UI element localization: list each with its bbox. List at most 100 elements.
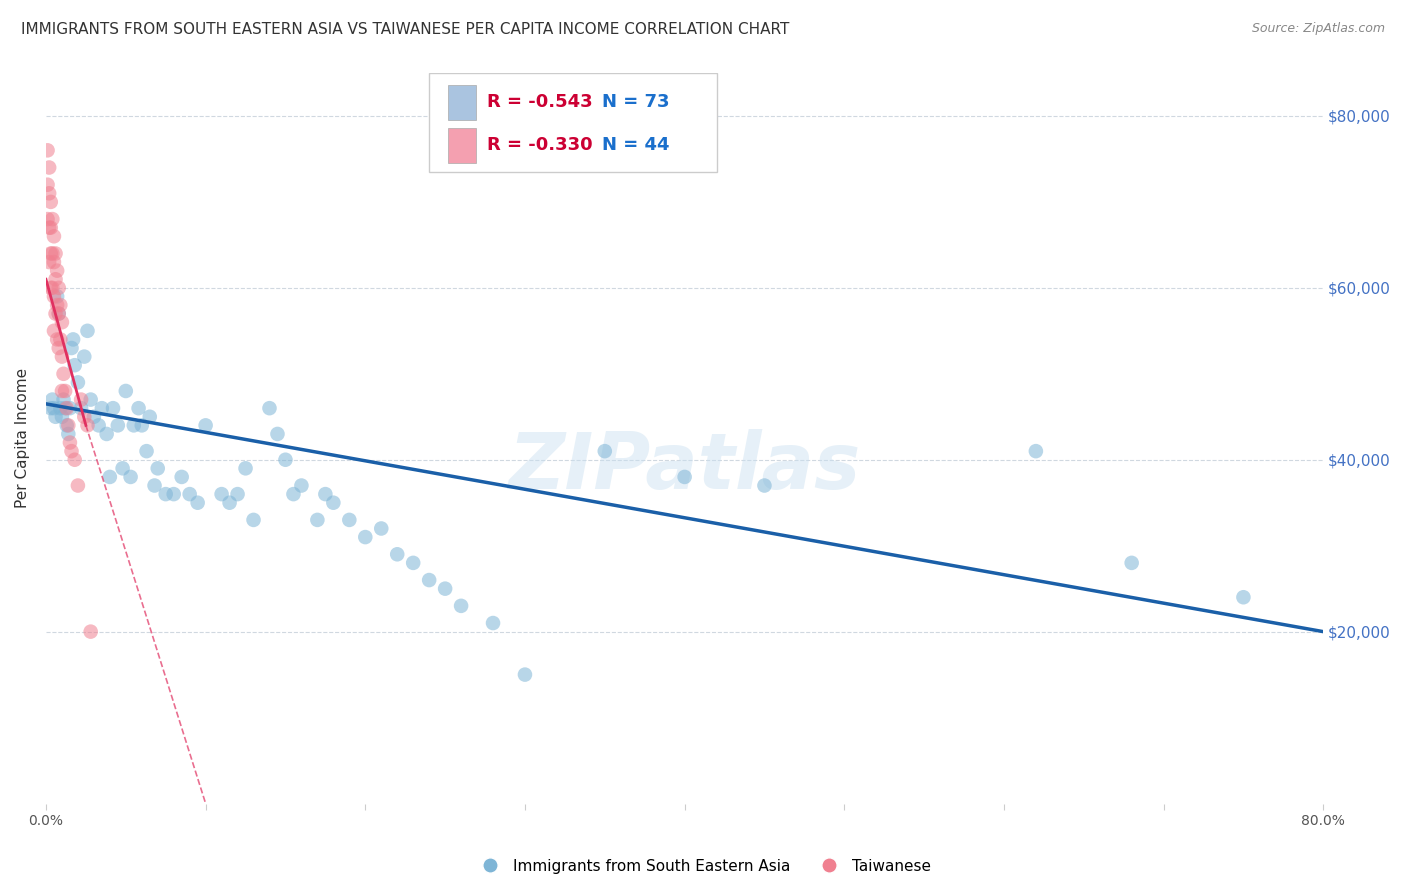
Point (370, 521, 392, 535)
Text: R = -0.543: R = -0.543 (486, 93, 592, 112)
Bar (449, 85, 477, 120)
Point (51, 409, 73, 424)
Point (37, 212, 59, 227)
Point (1232, 591, 1254, 605)
Point (49, 333, 72, 347)
Point (58, 426, 80, 441)
Point (434, 582, 457, 596)
Point (482, 615, 505, 630)
Text: ZIPatlas: ZIPatlas (509, 429, 860, 506)
Point (55, 418, 77, 433)
Point (155, 487, 177, 501)
Point (450, 599, 472, 613)
Point (41, 281, 63, 295)
Point (39, 401, 62, 416)
Point (139, 409, 162, 424)
Point (98, 470, 121, 484)
Point (48, 307, 70, 321)
Point (111, 461, 134, 475)
Point (79, 392, 101, 407)
Point (62, 333, 84, 347)
Bar (449, 128, 477, 162)
Point (58, 418, 80, 433)
Point (48, 341, 70, 355)
Point (128, 401, 150, 416)
Point (76, 324, 98, 338)
Point (37, 178, 59, 192)
Point (37, 144, 59, 158)
Point (63, 452, 86, 467)
Point (38, 161, 60, 175)
Point (51, 384, 73, 398)
Y-axis label: Per Capita Income: Per Capita Income (15, 368, 30, 508)
Point (59, 435, 82, 450)
Point (55, 401, 77, 416)
Point (73, 350, 96, 364)
Point (87, 418, 110, 433)
Point (66, 376, 89, 390)
Text: N = 44: N = 44 (602, 136, 669, 154)
Point (266, 426, 288, 441)
Point (673, 470, 696, 484)
Point (63, 358, 86, 372)
Point (60, 444, 83, 458)
Point (38, 220, 60, 235)
Point (45, 307, 67, 321)
Point (41, 392, 63, 407)
Point (46, 298, 69, 312)
Point (42, 255, 65, 269)
Point (42, 324, 65, 338)
Point (354, 530, 377, 544)
Point (46, 289, 69, 303)
Point (60, 341, 83, 355)
Point (53, 401, 76, 416)
Text: Source: ZipAtlas.com: Source: ZipAtlas.com (1251, 22, 1385, 36)
Point (49, 401, 72, 416)
Point (45, 246, 67, 260)
Point (170, 470, 193, 484)
Point (52, 367, 75, 381)
Point (146, 461, 169, 475)
Point (73, 409, 96, 424)
Point (314, 487, 336, 501)
Point (226, 487, 249, 501)
Point (122, 418, 145, 433)
FancyBboxPatch shape (429, 73, 717, 171)
Point (163, 487, 186, 501)
Point (39, 281, 62, 295)
Point (143, 478, 166, 492)
Text: IMMIGRANTS FROM SOUTH EASTERN ASIA VS TAIWANESE PER CAPITA INCOME CORRELATION CH: IMMIGRANTS FROM SOUTH EASTERN ASIA VS TA… (21, 22, 789, 37)
Point (337, 513, 360, 527)
Point (42, 401, 65, 416)
Point (48, 307, 70, 321)
Point (322, 496, 344, 510)
Point (131, 418, 153, 433)
Point (39, 246, 62, 260)
Point (51, 315, 73, 329)
Point (66, 478, 89, 492)
Point (211, 487, 233, 501)
Point (120, 470, 142, 484)
Point (290, 478, 312, 492)
Text: N = 73: N = 73 (602, 93, 669, 112)
Point (283, 487, 305, 501)
Point (194, 418, 217, 433)
Legend: Immigrants from South Eastern Asia, Taiwanese: Immigrants from South Eastern Asia, Taiw… (470, 853, 936, 880)
Point (235, 461, 257, 475)
Point (51, 350, 73, 364)
Point (83, 409, 105, 424)
Point (52, 392, 75, 407)
Point (45, 272, 67, 286)
Point (38, 255, 60, 269)
Point (76, 418, 98, 433)
Point (90, 401, 112, 416)
Point (42, 229, 65, 244)
Point (218, 496, 240, 510)
Point (307, 513, 329, 527)
Point (53, 384, 76, 398)
Point (96, 426, 118, 441)
Point (187, 496, 209, 510)
Point (70, 401, 93, 416)
Point (179, 487, 201, 501)
Point (70, 392, 93, 407)
